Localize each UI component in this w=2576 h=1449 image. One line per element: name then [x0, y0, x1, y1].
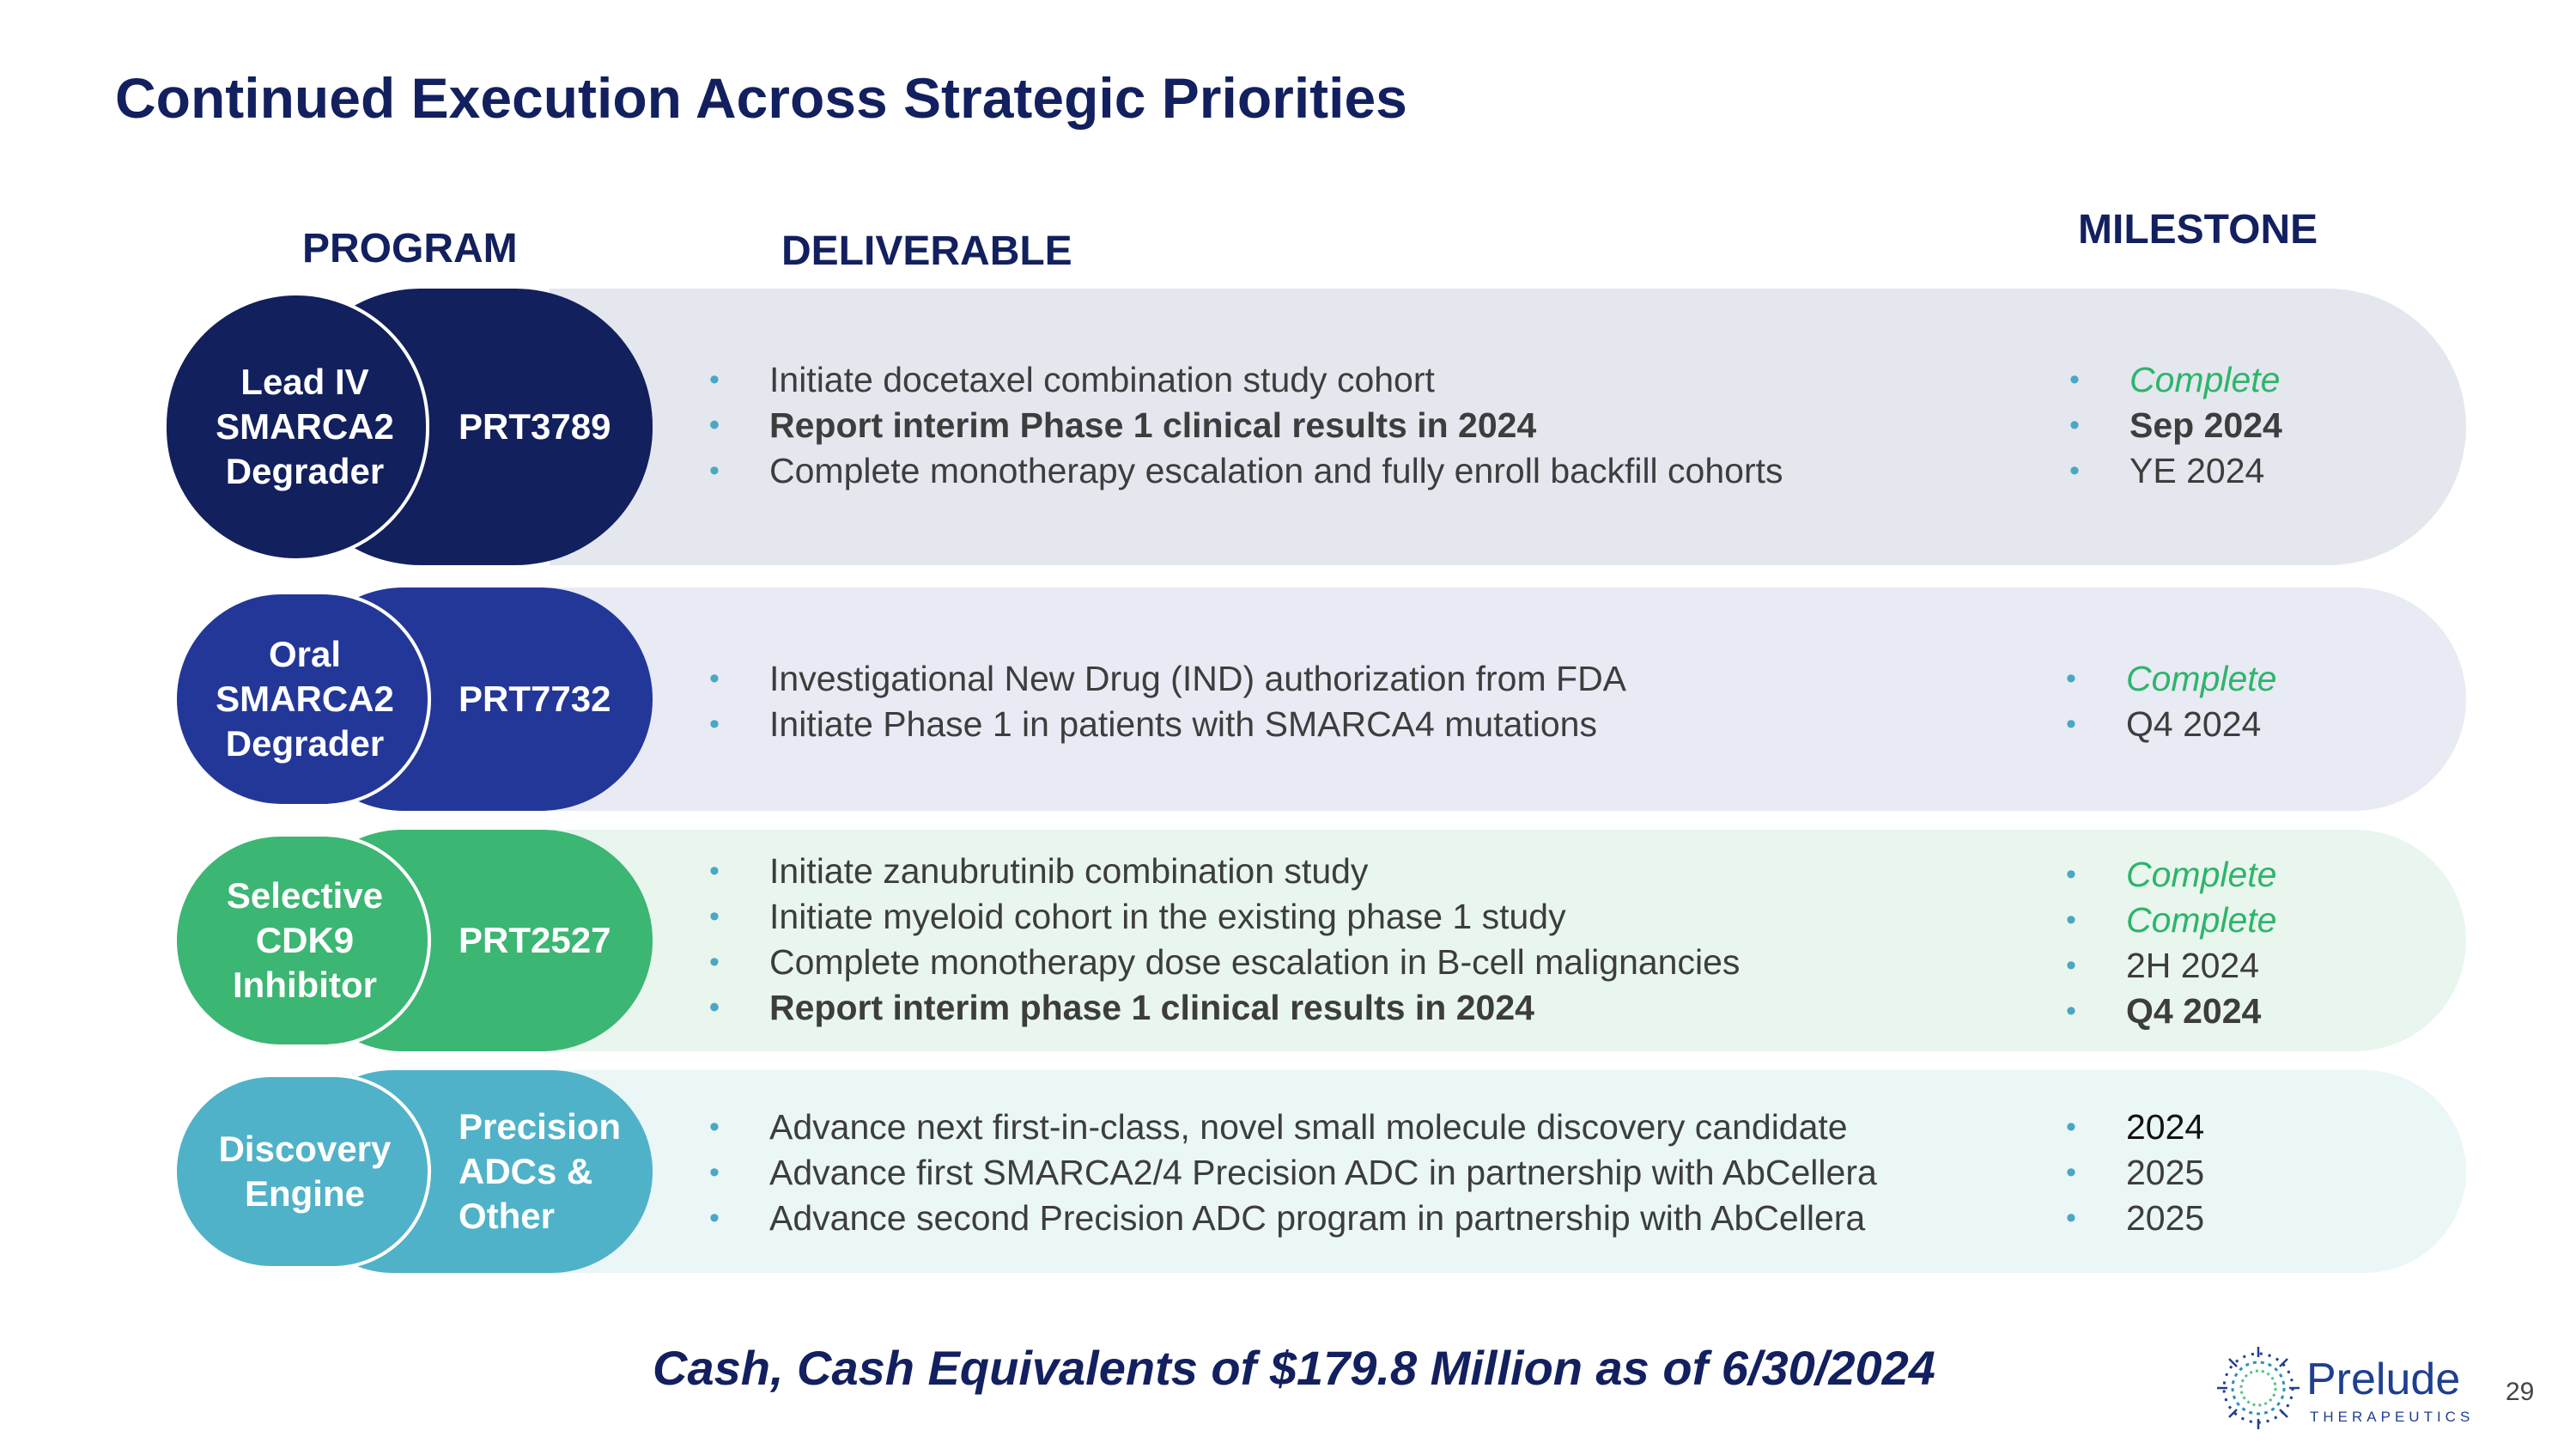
- program-header: PROGRAM: [302, 226, 518, 271]
- list-item: • Advance first SMARCA2/4 Precision ADC i…: [709, 1153, 1877, 1192]
- list-item: • 2H 2024: [2066, 946, 2260, 985]
- list-item: • Report interim phase 1 clinical results…: [709, 988, 1534, 1027]
- milestone-header: MILESTONE: [2078, 207, 2318, 253]
- program-code: PRT7732: [459, 679, 611, 719]
- list-item: • Initiate zanubrutinib combination study: [709, 851, 1369, 891]
- logo-wordmark: Prelude: [2306, 1355, 2461, 1404]
- program-pill: [173, 591, 431, 807]
- program-pill: [173, 1074, 431, 1269]
- row-band: [550, 588, 2466, 811]
- deliverable-list: • Investigational New Drug (IND) authoriz…: [704, 656, 1626, 747]
- program-label: Oral SMARCA2 Degrader: [216, 634, 394, 764]
- company-logo: Prelude THERAPEUTICS: [2214, 1342, 2471, 1436]
- deliverable-header: DELIVERABLE: [781, 228, 1072, 274]
- row-band: [550, 1070, 2466, 1273]
- list-item: • Complete: [2066, 855, 2277, 894]
- program-row-prt3789: Lead IV SMARCA2 Degrader PRT3789 • Initia…: [0, 289, 2576, 565]
- list-item: • Investigational New Drug (IND) authoriz…: [709, 659, 1627, 698]
- list-item: • Report interim Phase 1 clinical results…: [709, 405, 1537, 445]
- milestone-list: • Complete • Q4 2024: [2061, 656, 2276, 747]
- row-band: [550, 830, 2466, 1051]
- list-item: • 2025: [2066, 1153, 2205, 1192]
- list-item: • Initiate myeloid cohort in the existing…: [709, 897, 1566, 936]
- list-item: • Complete: [2066, 659, 2277, 698]
- logo-subtitle: THERAPEUTICS: [2310, 1409, 2475, 1425]
- program-row-discovery: Discovery Engine Precision ADCs & Other …: [0, 1070, 2576, 1273]
- list-item: • Complete: [2066, 900, 2277, 940]
- program-label: Discovery Engine: [218, 1129, 392, 1214]
- list-item: • Complete: [2069, 360, 2281, 399]
- list-item: • Q4 2024: [2066, 991, 2262, 1031]
- deliverable-list: • Initiate zanubrutinib combination study…: [704, 849, 1740, 1031]
- milestone-list: • Complete • Sep 2024 • YE 2024: [2064, 357, 2282, 494]
- deliverable-list: • Advance next first-in-class, novel smal…: [704, 1105, 1877, 1241]
- list-item: • Initiate Phase 1 in patients with SMARC…: [709, 704, 1597, 744]
- list-item: • Advance second Precision ADC program in…: [709, 1198, 1866, 1238]
- program-code: Precision ADCs & Other: [459, 1106, 622, 1236]
- milestone-list: • 2024 • 2025 • 2025: [2061, 1105, 2204, 1241]
- page-title: Continued Execution Across Strategic Pri…: [115, 66, 1407, 130]
- row-band: [550, 289, 2466, 565]
- list-item: • Initiate docetaxel combination study co…: [709, 360, 1435, 399]
- program-row-prt7732: Oral SMARCA2 Degrader PRT7732 • Investiga…: [0, 588, 2576, 811]
- page-number: 29: [2506, 1378, 2535, 1406]
- list-item: • Sep 2024: [2069, 405, 2282, 445]
- list-item: • Complete monotherapy escalation and ful…: [709, 451, 1783, 490]
- list-item: • 2025: [2066, 1198, 2205, 1238]
- list-item: • 2024: [2066, 1107, 2205, 1147]
- program-label: Selective CDK9 Inhibitor: [226, 875, 384, 1005]
- list-item: • Complete monotherapy dose escalation in…: [709, 942, 1741, 982]
- program-code: PRT3789: [459, 406, 611, 447]
- milestone-list: • Complete • Complete • 2H 2024 • Q4 2024: [2061, 852, 2276, 1034]
- program-row-prt2527: Selective CDK9 Inhibitor PRT2527 • Initia…: [0, 830, 2576, 1051]
- cash-statement: Cash, Cash Equivalents of $179.8 Million…: [653, 1341, 1935, 1395]
- list-item: • Q4 2024: [2066, 704, 2262, 744]
- program-code: PRT2527: [459, 920, 611, 960]
- list-item: • Advance next first-in-class, novel smal…: [709, 1107, 1848, 1147]
- deliverable-list: • Initiate docetaxel combination study co…: [704, 357, 1783, 494]
- program-pill: [163, 292, 429, 562]
- list-item: • YE 2024: [2069, 451, 2265, 490]
- program-label: Lead IV SMARCA2 Degrader: [216, 362, 394, 491]
- starburst-logo-icon: [2217, 1347, 2300, 1429]
- program-pill: [173, 833, 431, 1048]
